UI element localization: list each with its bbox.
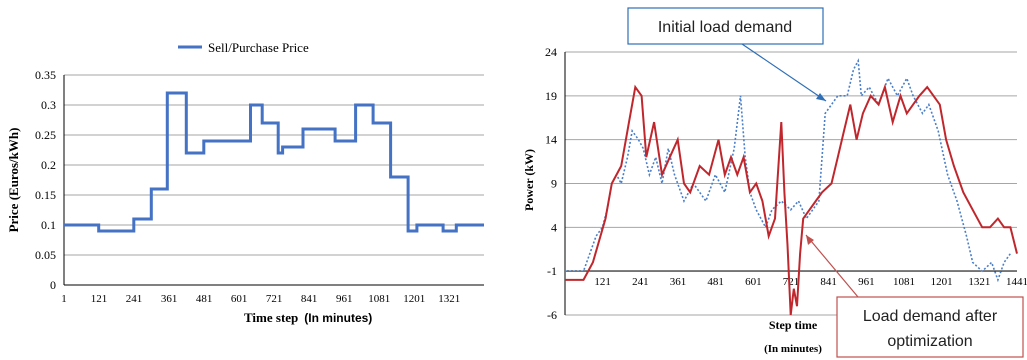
price-series-line <box>64 91 484 233</box>
price-x-axis-title-note: (In minutes) <box>304 311 372 325</box>
price-x-tick-label: 961 <box>336 293 353 305</box>
power-x-tick-label: 601 <box>745 276 762 288</box>
power-x-tick-label: 1441 <box>1006 276 1027 288</box>
price-y-tick-label: 0.15 <box>35 188 56 202</box>
price-x-tick-label: 361 <box>161 293 178 305</box>
price-x-tick-label: 1 <box>61 293 67 305</box>
power-y-tick-label: 9 <box>551 177 557 191</box>
price-chart: 0 0.05 0.1 0.15 0.2 0.25 0.3 0.35 1 121 241 361 481… <box>6 40 484 325</box>
price-y-tick-label: 0.35 <box>35 68 56 82</box>
power-x-tick-label: 481 <box>707 276 724 288</box>
power-x-tick-label: 1201 <box>931 276 953 288</box>
price-x-tick-label: 721 <box>266 293 283 305</box>
price-y-tick-label: 0.3 <box>41 98 56 112</box>
power-y-tick-label: -6 <box>547 308 557 322</box>
price-x-tick-label: 1321 <box>438 293 460 305</box>
after-optimization-callout-arrow <box>805 234 859 298</box>
initial-load-callout-text: Initial load demand <box>658 19 792 36</box>
price-legend-label: Sell/Purchase Price <box>208 40 309 55</box>
power-x-tick-label: 961 <box>858 276 875 288</box>
initial-load-callout-box <box>627 7 824 45</box>
after-optimization-callout-line2: optimization <box>887 333 972 350</box>
initial-load-series-line <box>565 58 1012 283</box>
power-y-tick-label: 19 <box>545 89 557 103</box>
after-optimization-callout-box <box>836 296 1024 358</box>
price-x-tick-label: 121 <box>91 293 108 305</box>
power-x-tick-label: 841 <box>820 276 837 288</box>
price-x-tick-label: 481 <box>196 293 213 305</box>
power-y-tick-label: 24 <box>545 45 557 59</box>
price-y-tick-label: 0.1 <box>41 218 56 232</box>
power-x-tick-label: 241 <box>632 276 649 288</box>
power-x-axis-title: Step time <box>769 318 818 332</box>
power-x-tick-label: 1081 <box>893 276 915 288</box>
power-y-axis-title: Power (kW) <box>522 149 536 211</box>
price-x-tick-label: 601 <box>231 293 248 305</box>
power-x-tick-label: 361 <box>670 276 687 288</box>
power-x-tick-label: 121 <box>594 276 611 288</box>
power-y-tick-labels: -6 -1 4 9 14 19 24 <box>545 45 557 322</box>
price-y-axis-title: Price (Euros/kWh) <box>6 128 21 233</box>
power-y-tick-label: 14 <box>545 133 557 147</box>
price-y-tick-label: 0.25 <box>35 128 56 142</box>
price-chart-grid <box>64 74 484 256</box>
initial-load-callout-arrowhead <box>816 93 826 101</box>
price-x-tick-label: 1081 <box>368 293 390 305</box>
optimized-load-series-line <box>565 83 1018 316</box>
price-x-tick-labels: 1 121 241 361 481 601 721 841 961 1081 1201 1321 <box>61 293 460 305</box>
price-y-tick-labels: 0 0.05 0.1 0.15 0.2 0.25 0.3 0.35 <box>35 68 56 292</box>
price-x-tick-label: 241 <box>126 293 143 305</box>
power-x-tick-labels: 121 241 361 481 601 721 841 961 1081 1201 1321 1441 <box>594 276 1027 288</box>
price-x-axis-title-main: Time step <box>244 310 298 325</box>
initial-load-callout-arrow <box>741 43 827 102</box>
power-x-tick-label: 721 <box>783 276 800 288</box>
price-y-tick-label: 0.05 <box>35 248 56 262</box>
price-y-tick-label: 0.2 <box>41 158 56 172</box>
power-x-axis-title-note: (In minutes) <box>764 343 822 355</box>
after-optimization-callout-arrowhead <box>806 235 814 245</box>
power-x-tick-label: 1321 <box>968 276 990 288</box>
power-chart: -6 -1 4 9 14 19 24 121 241 361 481 601 721 841 961 108… <box>522 7 1027 358</box>
power-y-tick-label: 4 <box>551 220 557 234</box>
price-y-tick-label: 0 <box>50 278 56 292</box>
price-x-tick-label: 1201 <box>403 293 425 305</box>
price-x-tick-label: 841 <box>301 293 318 305</box>
power-y-tick-label: -1 <box>547 264 557 278</box>
price-x-axis-title: Time step (In minutes) <box>244 310 372 325</box>
after-optimization-callout-line1: Load demand after <box>863 308 998 325</box>
